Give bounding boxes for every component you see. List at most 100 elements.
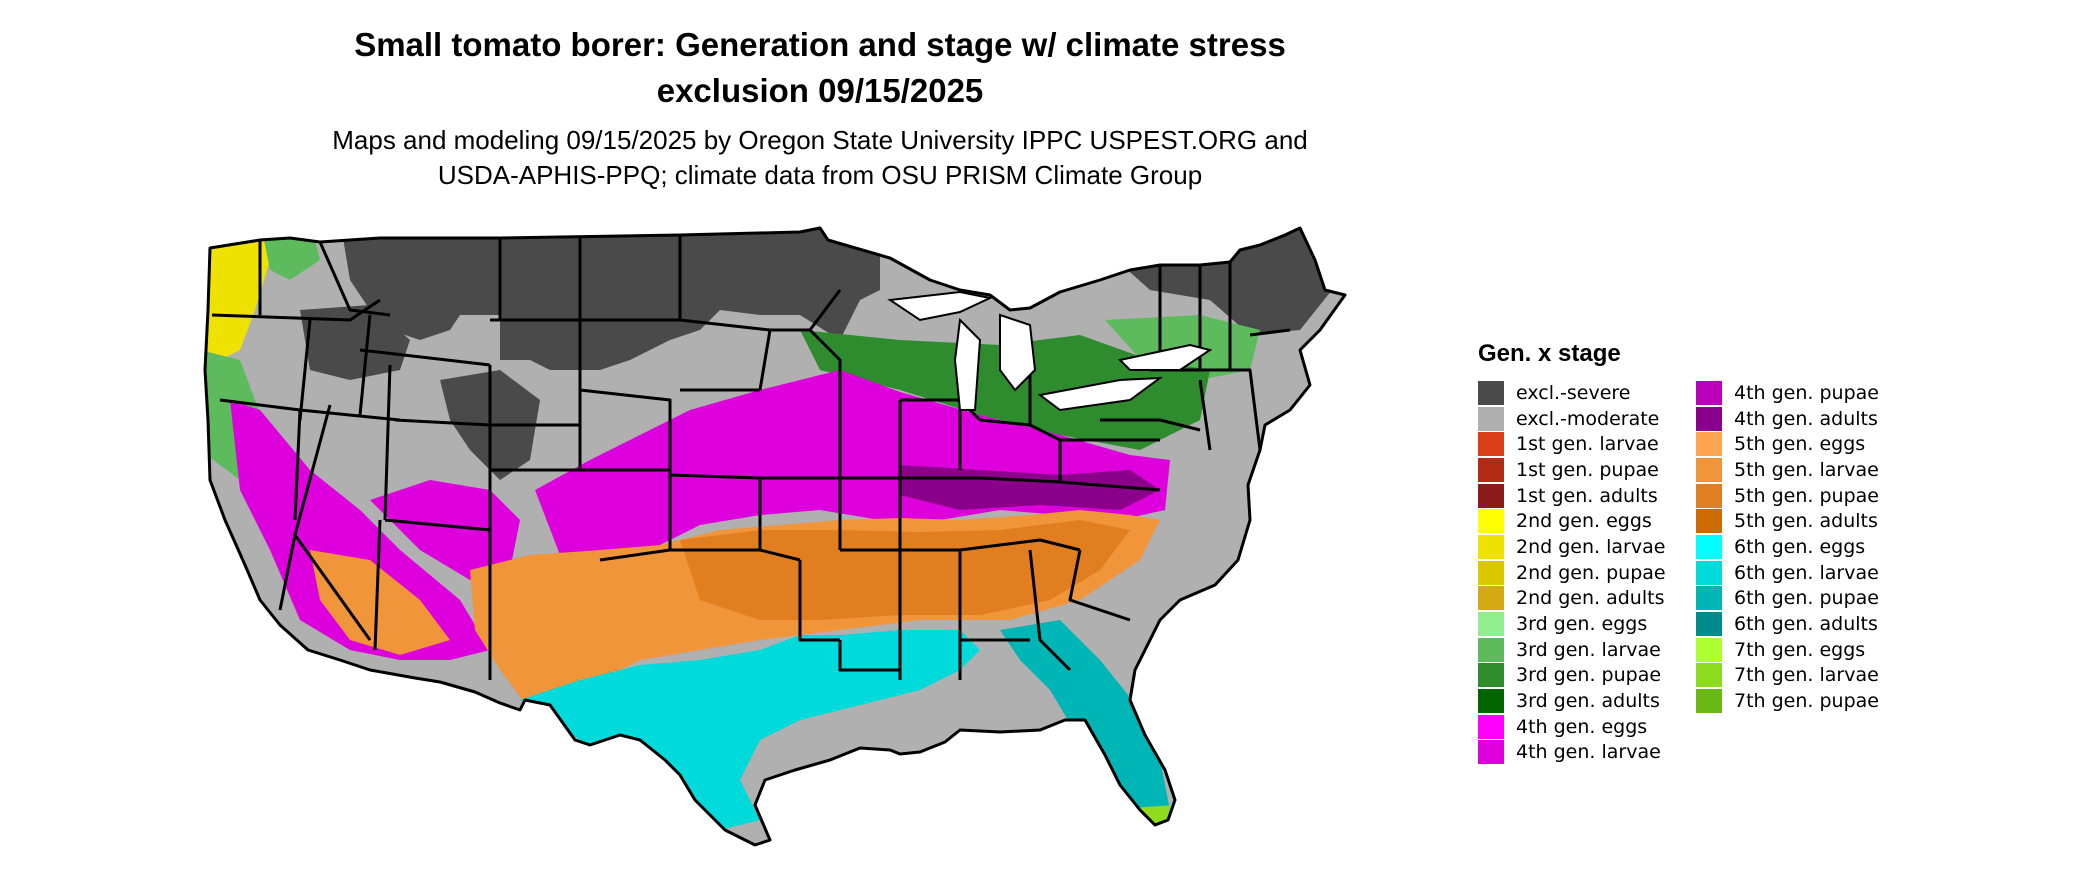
legend-label: 2nd gen. eggs — [1516, 510, 1652, 533]
region-4th-gen-larvae-ca — [230, 400, 490, 660]
legend-swatch — [1696, 457, 1722, 482]
legend-label: 6th gen. pupae — [1734, 587, 1879, 610]
us-outline — [203, 226, 1347, 847]
legend-item: 5th gen. eggs — [1696, 431, 1879, 457]
legend-label: 5th gen. pupae — [1734, 484, 1879, 507]
legend-label: 4th gen. larvae — [1516, 741, 1661, 764]
legend-label: 7th gen. pupae — [1734, 690, 1879, 713]
legend-item: 3rd gen. larvae — [1478, 637, 1666, 663]
state-boundaries — [203, 226, 1347, 847]
legend-item: 3rd gen. pupae — [1478, 663, 1666, 689]
legend-swatch — [1696, 406, 1722, 431]
legend-swatch — [1478, 560, 1504, 585]
legend-swatch — [1478, 740, 1504, 765]
map-title: Small tomato borer: Generation and stage… — [270, 22, 1370, 114]
region-4th-gen-larvae-midsouth — [535, 370, 1170, 570]
legend-swatch — [1478, 406, 1504, 431]
legend-item: 2nd gen. adults — [1478, 586, 1666, 612]
legend-column-2: 4th gen. pupae 4th gen. adults 5th gen. eg… — [1696, 380, 1879, 714]
subtitle-line-2: USDA-APHIS-PPQ; climate data from OSU PR… — [437, 160, 1203, 190]
legend-item: excl.-severe — [1478, 380, 1666, 406]
legend-item: 1st gen. larvae — [1478, 431, 1666, 457]
legend-swatch — [1696, 432, 1722, 457]
subtitle-line-1: Maps and modeling 09/15/2025 by Oregon S… — [332, 125, 1308, 155]
legend-item: 5th gen. larvae — [1696, 457, 1879, 483]
legend-item: 7th gen. larvae — [1696, 663, 1879, 689]
legend-label: 2nd gen. larvae — [1516, 535, 1666, 558]
legend-column-1: excl.-severe excl.-moderate 1st gen. larva… — [1478, 380, 1666, 765]
legend-item: 1st gen. pupae — [1478, 457, 1666, 483]
legend-label: 7th gen. larvae — [1734, 664, 1879, 687]
legend-label: 3rd gen. larvae — [1516, 638, 1661, 661]
legend-label: excl.-severe — [1516, 381, 1631, 404]
legend-item: 3rd gen. eggs — [1478, 611, 1666, 637]
legend-label: excl.-moderate — [1516, 407, 1660, 430]
legend-item: 4th gen. larvae — [1478, 740, 1666, 766]
legend-item: 6th gen. larvae — [1696, 560, 1879, 586]
region-5th-gen-pupae-deepsouth — [680, 520, 1130, 620]
legend-item: 6th gen. pupae — [1696, 586, 1879, 612]
legend-item: 1st gen. adults — [1478, 483, 1666, 509]
title-line-1: Small tomato borer: Generation and stage… — [354, 26, 1286, 63]
legend-swatch — [1696, 612, 1722, 637]
legend-swatch — [1696, 509, 1722, 534]
legend-label: 3rd gen. pupae — [1516, 664, 1662, 687]
legend-label: 1st gen. pupae — [1516, 458, 1659, 481]
map-subtitle: Maps and modeling 09/15/2025 by Oregon S… — [270, 123, 1370, 193]
legend-swatch — [1696, 663, 1722, 688]
legend-swatch — [1478, 534, 1504, 559]
legend-item: 2nd gen. eggs — [1478, 508, 1666, 534]
legend-item: 2nd gen. pupae — [1478, 560, 1666, 586]
legend-swatch — [1478, 663, 1504, 688]
legend-item: 4th gen. adults — [1696, 406, 1879, 432]
legend-label: 2nd gen. pupae — [1516, 561, 1666, 584]
legend-swatch — [1478, 483, 1504, 508]
region-4th-gen-adults-tn — [900, 465, 1160, 510]
legend-label: 4th gen. adults — [1734, 407, 1878, 430]
great-lakes — [887, 290, 1213, 412]
legend-swatch — [1696, 483, 1722, 508]
title-line-2: exclusion 09/15/2025 — [656, 72, 984, 109]
region-4th-gen-larvae-az — [370, 480, 520, 580]
region-6th-gen-larvae-gulf — [520, 630, 980, 830]
legend-title: Gen. x stage — [1478, 340, 1621, 367]
legend-label: 4th gen. pupae — [1734, 381, 1879, 404]
legend-swatch — [1478, 714, 1504, 739]
legend-item: 5th gen. pupae — [1696, 483, 1879, 509]
legend-label: 1st gen. larvae — [1516, 433, 1659, 456]
state-lines — [211, 235, 1291, 680]
us-generation-map — [203, 226, 1347, 847]
region-5th-gen-larvae-desert — [310, 550, 450, 655]
legend-label: 2nd gen. adults — [1516, 587, 1665, 610]
legend-label: 3rd gen. eggs — [1516, 613, 1648, 636]
legend-swatch — [1696, 637, 1722, 662]
legend-swatch — [1478, 432, 1504, 457]
legend-item: 2nd gen. larvae — [1478, 534, 1666, 560]
legend-item: excl.-moderate — [1478, 406, 1666, 432]
legend-swatch — [1478, 586, 1504, 611]
legend-swatch — [1696, 380, 1722, 405]
legend-label: 6th gen. eggs — [1734, 535, 1866, 558]
legend-label: 6th gen. larvae — [1734, 561, 1879, 584]
legend-label: 4th gen. eggs — [1516, 715, 1648, 738]
legend-item: 5th gen. adults — [1696, 508, 1879, 534]
legend-swatch — [1478, 612, 1504, 637]
legend-label: 7th gen. eggs — [1734, 638, 1866, 661]
legend-swatch — [1696, 689, 1722, 714]
legend-item: 4th gen. eggs — [1478, 714, 1666, 740]
legend-label: 5th gen. eggs — [1734, 433, 1866, 456]
legend-swatch — [1696, 586, 1722, 611]
region-excl-severe-west — [300, 305, 410, 380]
legend-item: 7th gen. pupae — [1696, 688, 1879, 714]
legend-swatch — [1696, 534, 1722, 559]
legend-swatch — [1478, 457, 1504, 482]
legend-swatch — [1478, 689, 1504, 714]
legend-swatch — [1478, 380, 1504, 405]
legend-item: 7th gen. eggs — [1696, 637, 1879, 663]
legend-label: 5th gen. adults — [1734, 510, 1878, 533]
legend-swatch — [1478, 637, 1504, 662]
legend-swatch — [1696, 560, 1722, 585]
legend-item: 3rd gen. adults — [1478, 688, 1666, 714]
legend-swatch — [1478, 509, 1504, 534]
legend-label: 3rd gen. adults — [1516, 690, 1660, 713]
